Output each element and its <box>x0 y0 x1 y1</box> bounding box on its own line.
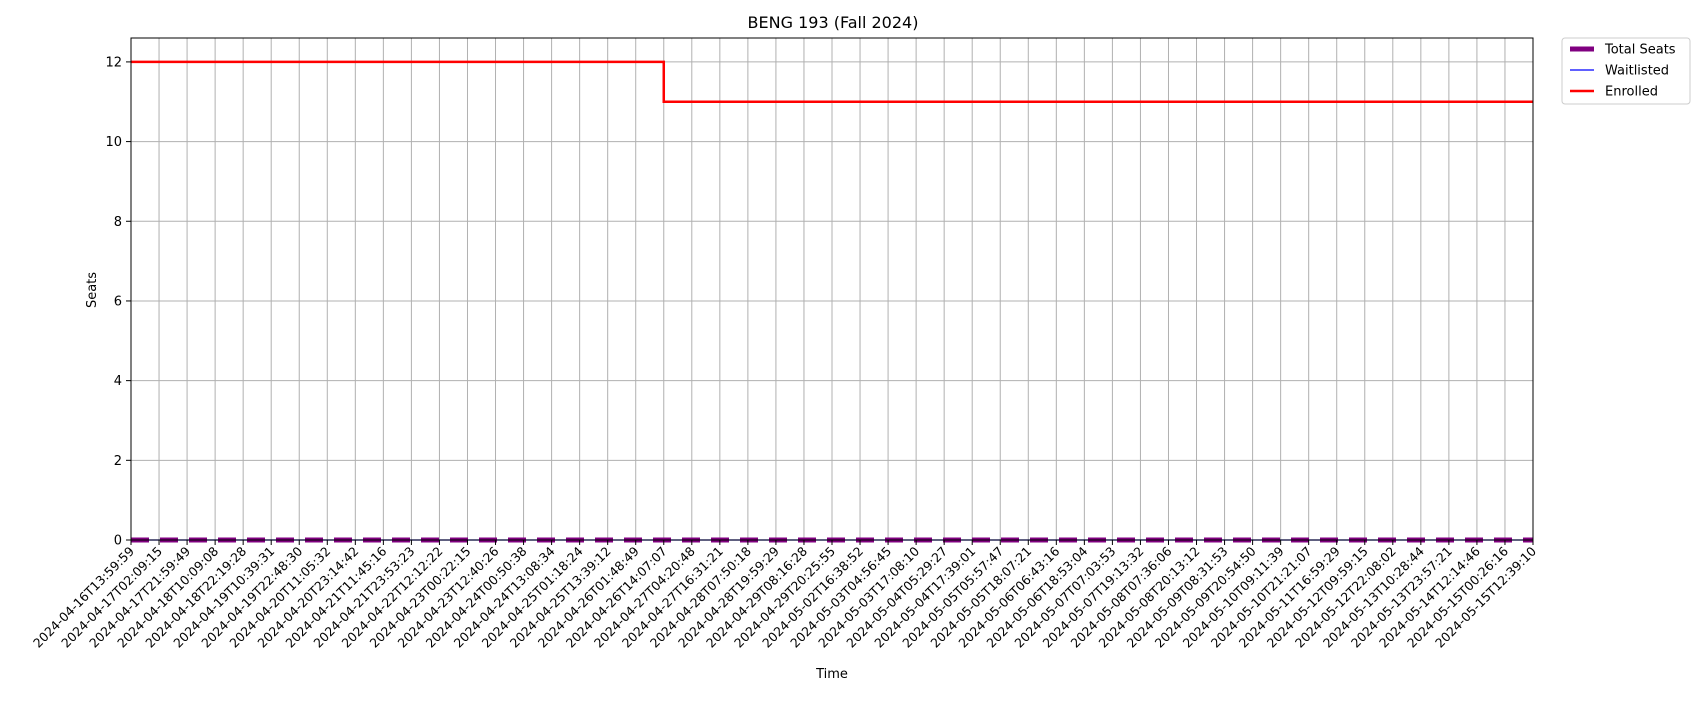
y-tick-label: 12 <box>105 55 122 70</box>
y-tick-label: 6 <box>114 294 122 309</box>
x-axis-label: Time <box>815 667 848 682</box>
legend-box <box>1561 37 1691 105</box>
y-axis: 0 2 4 6 8 10 12 <box>105 55 131 549</box>
y-tick-label: 10 <box>105 135 122 150</box>
y-axis-label: Seats <box>85 272 100 308</box>
legend-label-enrolled: Enrolled <box>1605 85 1658 100</box>
y-tick-label: 0 <box>114 534 122 549</box>
series-line-enrolled <box>131 60 1533 103</box>
legend-label-waitlisted: Waitlisted <box>1605 64 1669 79</box>
y-tick-label: 4 <box>114 374 122 389</box>
y-tick-label: 8 <box>114 215 122 230</box>
chart-title: BENG 193 (Fall 2024) <box>748 13 919 32</box>
legend: Total Seats Waitlisted Enrolled <box>1561 37 1691 105</box>
legend-label-total-seats: Total Seats <box>1604 43 1676 58</box>
y-tick-label: 2 <box>114 454 122 469</box>
